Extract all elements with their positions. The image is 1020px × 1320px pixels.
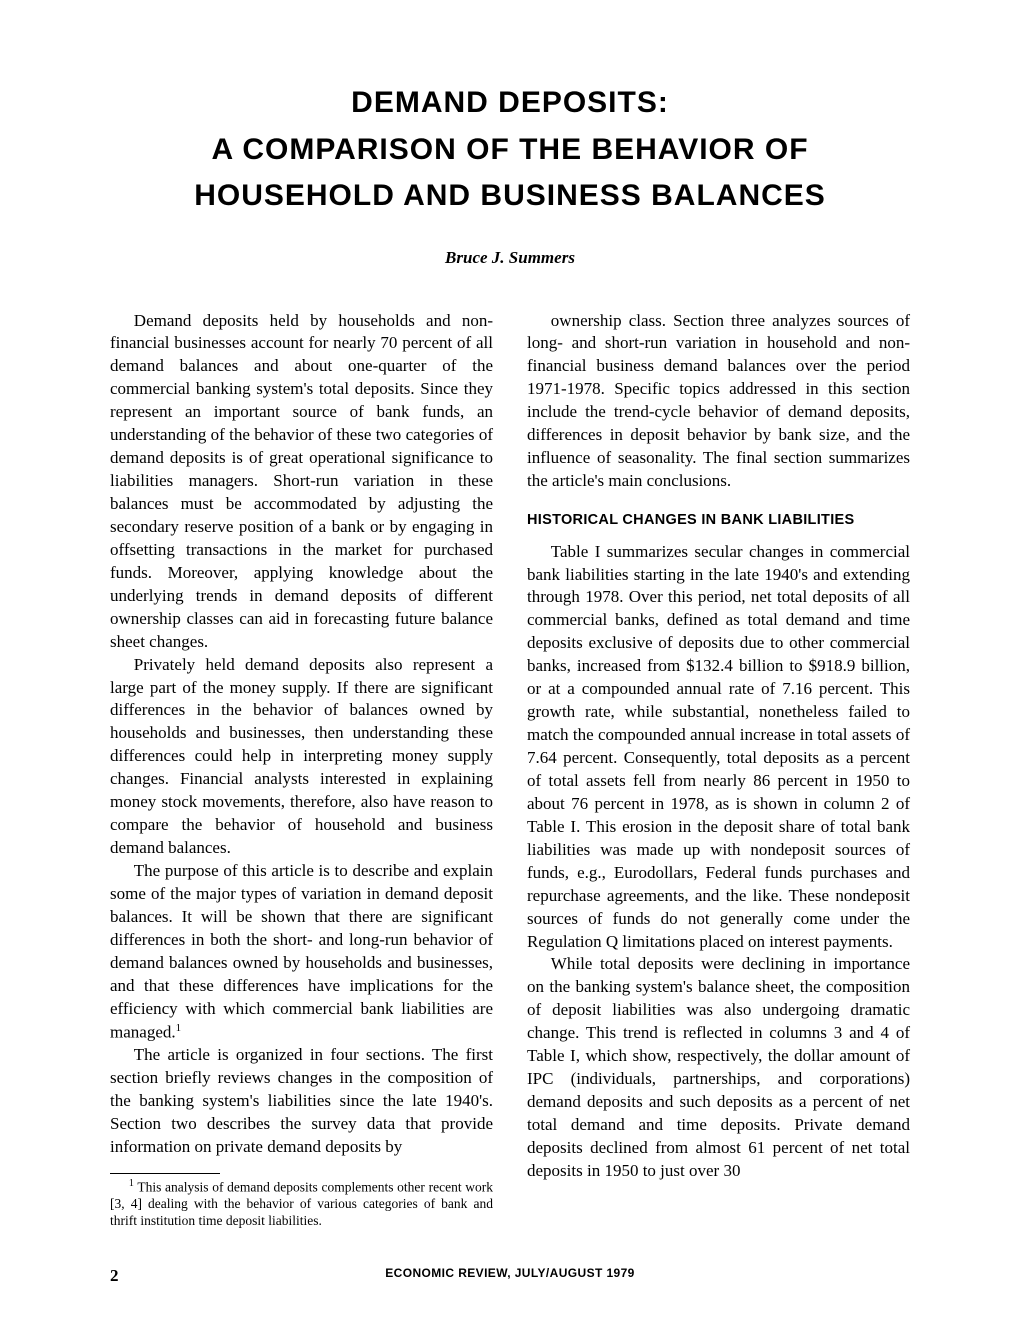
paragraph-6: Table I summarizes secular changes in co… <box>527 541 910 954</box>
paragraph-7: While total deposits were declining in i… <box>527 953 910 1182</box>
paragraph-1: Demand deposits held by households and n… <box>110 310 493 654</box>
publication-line: ECONOMIC REVIEW, JULY/AUGUST 1979 <box>385 1266 634 1280</box>
footnote-1: 1 This analysis of demand deposits compl… <box>110 1178 493 1230</box>
page-number: 2 <box>110 1266 119 1285</box>
page-footer: 2 ECONOMIC REVIEW, JULY/AUGUST 1979 <box>110 1266 910 1286</box>
author-line: Bruce J. Summers <box>110 248 910 268</box>
paragraph-2: Privately held demand deposits also repr… <box>110 654 493 860</box>
title-line-2: A COMPARISON OF THE BEHAVIOR OF <box>211 133 808 166</box>
section-heading-historical: HISTORICAL CHANGES IN BANK LIABILITIES <box>527 511 910 531</box>
paragraph-4: The article is organized in four section… <box>110 1044 493 1159</box>
title-line-1: DEMAND DEPOSITS: <box>351 86 669 119</box>
paragraph-5: ownership class. Section three analyzes … <box>527 310 910 494</box>
footnote-rule <box>110 1173 220 1174</box>
footnote-ref-1: 1 <box>176 1022 182 1034</box>
page: DEMAND DEPOSITS: A COMPARISON OF THE BEH… <box>0 0 1020 1320</box>
article-title: DEMAND DEPOSITS: A COMPARISON OF THE BEH… <box>110 80 910 220</box>
title-line-3: HOUSEHOLD AND BUSINESS BALANCES <box>194 179 826 212</box>
body-columns: Demand deposits held by households and n… <box>110 310 910 1230</box>
paragraph-3: The purpose of this article is to descri… <box>110 860 493 1044</box>
